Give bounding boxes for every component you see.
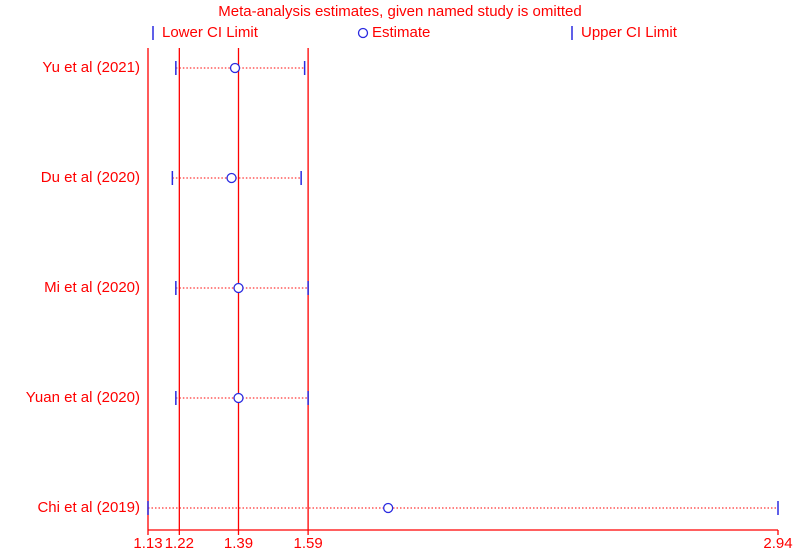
legend-marker <box>357 27 369 39</box>
x-tick-label: 1.22 <box>165 535 194 550</box>
estimate <box>383 502 394 514</box>
chart-title: Meta-analysis estimates, given named stu… <box>218 3 582 20</box>
estimate <box>226 172 237 184</box>
estimate <box>229 62 241 74</box>
x-tick-label: 1.59 <box>294 535 323 550</box>
x-tick-label: 2.94 <box>763 535 792 550</box>
legend-label: Upper CI Limit <box>581 24 678 41</box>
x-tick-label: 1.39 <box>224 535 253 550</box>
y-tick-label: Du et al (2020) <box>41 169 140 186</box>
legend-label: Estimate <box>372 24 430 41</box>
estimate <box>233 282 244 294</box>
estimate <box>233 392 244 404</box>
y-tick-label: Yuan et al (2020) <box>26 389 140 406</box>
y-tick-label: Mi et al (2020) <box>44 279 140 296</box>
y-tick-label: Yu et al (2021) <box>42 59 140 76</box>
legend-label: Lower CI Limit <box>162 24 259 41</box>
y-tick-label: Chi et al (2019) <box>37 499 140 516</box>
x-tick-label: 1.13 <box>133 535 162 550</box>
